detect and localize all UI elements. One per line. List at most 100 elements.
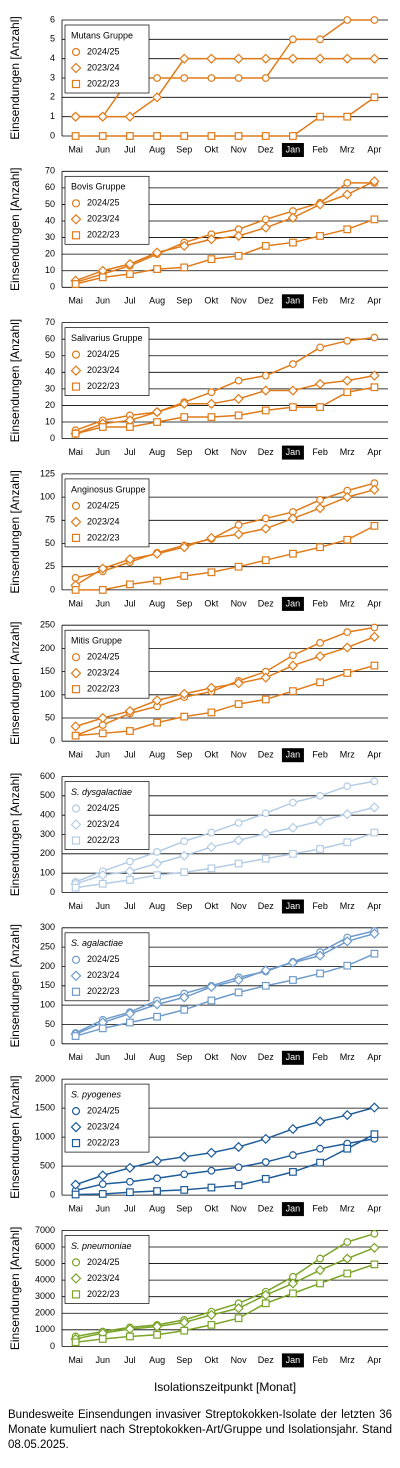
legend-label: 2023/24 (87, 819, 120, 829)
marker (206, 682, 217, 693)
category-highlight (281, 596, 304, 611)
marker (261, 1158, 270, 1166)
marker (260, 385, 271, 396)
marker (206, 1309, 217, 1321)
legend-label: 2022/23 (87, 1137, 120, 1147)
x-tick-label: Jul (124, 1355, 136, 1365)
marker (289, 1167, 297, 1176)
x-tick-label: Feb (312, 1052, 328, 1062)
legend-label: 2023/24 (87, 1273, 120, 1283)
marker (370, 777, 379, 786)
legend-label: 2022/23 (87, 78, 120, 88)
marker (97, 712, 108, 724)
marker (207, 1183, 216, 1192)
x-tick-label: Jul (124, 447, 136, 457)
marker (233, 1141, 244, 1153)
series-line (75, 1263, 375, 1344)
legend-label: 2024/25 (87, 1257, 120, 1267)
marker (370, 828, 379, 837)
marker (314, 1116, 326, 1127)
series-line (75, 664, 375, 737)
x-tick-label: Feb (312, 447, 328, 457)
marker (153, 871, 161, 879)
marker (126, 1188, 134, 1197)
x-tick-label: Nov (231, 296, 248, 306)
marker (314, 199, 326, 210)
marker (180, 712, 189, 721)
x-tick-label: Apr (367, 901, 381, 911)
marker (261, 556, 270, 565)
marker (289, 798, 297, 807)
marker (207, 1166, 216, 1175)
legend-title: Bovis Gruppe (71, 182, 126, 192)
marker (369, 1102, 380, 1113)
marker (151, 548, 163, 559)
y-tick-label: 20 (45, 249, 55, 259)
x-tick-label: Aug (149, 750, 165, 760)
category-highlight (281, 294, 304, 309)
marker (207, 388, 216, 397)
y-tick-label: 2 (50, 92, 55, 102)
x-tick-label: Mai (68, 901, 83, 911)
x-tick-label: Apr (367, 144, 381, 154)
marker (97, 1170, 108, 1181)
marker (342, 809, 353, 820)
marker (343, 669, 352, 677)
marker (261, 215, 270, 224)
marker (287, 212, 299, 223)
marker (234, 1163, 243, 1172)
x-axis-label: Isolationszeitpunkt [Monat] (154, 1380, 296, 1394)
marker (207, 1320, 216, 1329)
marker (71, 883, 80, 892)
marker (180, 868, 189, 877)
marker (342, 491, 353, 503)
marker (151, 695, 163, 706)
x-tick-label: Jan (286, 750, 301, 760)
marker (289, 849, 297, 858)
marker (260, 1133, 271, 1144)
y-tick-label: 1500 (35, 1102, 55, 1112)
y-tick-label: 75 (45, 515, 55, 525)
marker (179, 1151, 190, 1162)
marker (126, 580, 134, 589)
caption: Bundesweite Einsendungen invasiver Strep… (8, 1409, 392, 1451)
marker (97, 563, 108, 574)
marker (316, 112, 324, 121)
marker (233, 974, 244, 986)
y-tick-label: 0 (50, 130, 55, 140)
marker (261, 695, 270, 704)
x-tick-label: Nov (231, 1052, 248, 1062)
y-tick-label: 100 (40, 689, 55, 699)
marker (207, 132, 216, 140)
marker (261, 1174, 270, 1183)
marker (71, 429, 80, 438)
marker (153, 265, 161, 273)
marker (369, 928, 380, 939)
legend-title: S. dysgalactiae (71, 787, 132, 797)
marker (126, 876, 134, 884)
y-tick-label: 200 (40, 961, 55, 971)
marker (343, 961, 352, 970)
marker (234, 1181, 243, 1190)
y-tick-label: 100 (40, 868, 55, 878)
series-line (75, 182, 375, 284)
marker (70, 111, 81, 122)
marker (70, 62, 82, 74)
marker (314, 950, 326, 961)
legend-title: Anginosus Gruppe (71, 484, 146, 494)
category-highlight (281, 1353, 304, 1368)
x-tick-label: Sep (176, 296, 192, 306)
marker (126, 727, 134, 735)
x-tick-label: Sep (176, 750, 192, 760)
marker (98, 132, 107, 140)
y-tick-label: 250 (40, 942, 55, 952)
legend-label: 2024/25 (87, 500, 120, 510)
marker (124, 1008, 136, 1019)
legend-label: 2022/23 (87, 532, 120, 542)
marker (369, 370, 380, 381)
series-line (75, 636, 375, 728)
series-line (75, 780, 375, 883)
marker (287, 822, 299, 833)
x-tick-label: Nov (231, 144, 248, 154)
x-tick-label: Jun (95, 1355, 110, 1365)
